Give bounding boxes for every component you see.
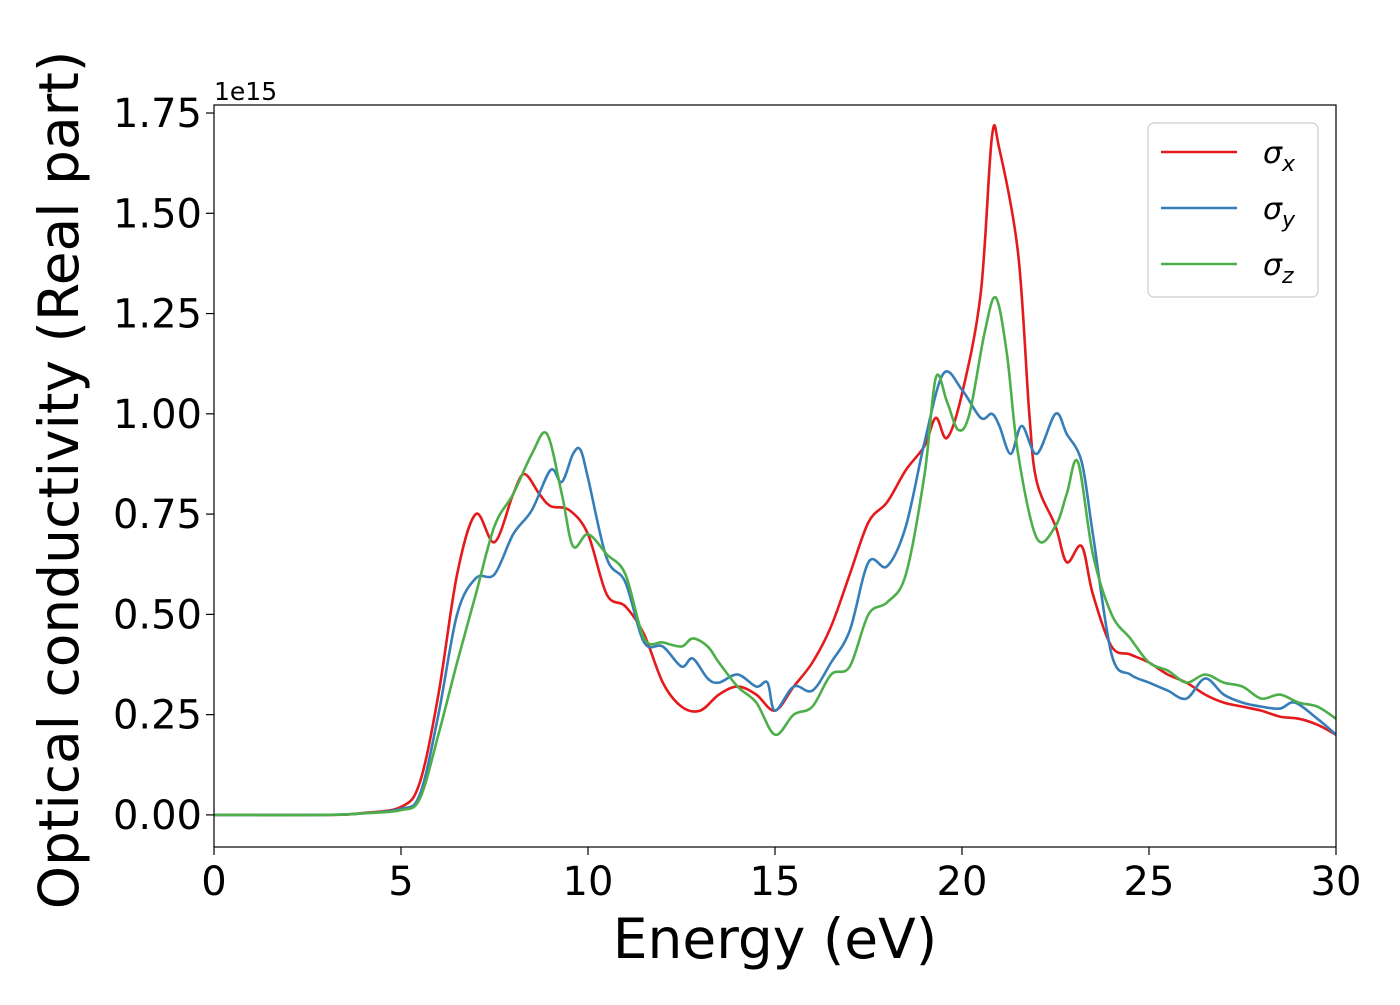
x-tick-label: 0 xyxy=(201,859,226,905)
y-tick-label: 1.75 xyxy=(113,91,202,137)
y-axis-title: Optical conductivity (Real part) xyxy=(27,51,91,910)
legend-box xyxy=(1147,122,1319,298)
x-tick-label: 20 xyxy=(937,859,988,905)
y-tick-label: 1.25 xyxy=(113,292,202,338)
x-tick-label: 30 xyxy=(1311,859,1362,905)
legend-label-sigma-x: σx xyxy=(1263,136,1296,177)
x-tick-label: 15 xyxy=(750,859,801,905)
series-line-sigma-z xyxy=(214,296,1336,817)
series-layer xyxy=(214,123,1336,817)
y-tick-label: 1.50 xyxy=(113,191,202,237)
y-tick-label: 0.50 xyxy=(113,592,202,638)
y-tick-label: 0.00 xyxy=(113,793,202,839)
legend-label-sigma-z: σz xyxy=(1263,248,1294,289)
x-axis: 0 5 10 15 20 25 30 xyxy=(201,847,1361,905)
y-tick-label: 0.25 xyxy=(113,693,202,739)
legend: σx σy σz xyxy=(1147,122,1319,298)
y-tick-label: 0.75 xyxy=(113,492,202,538)
y-offset-label: 1e15 xyxy=(214,77,277,106)
x-tick-label: 25 xyxy=(1124,859,1175,905)
x-tick-label: 5 xyxy=(388,859,413,905)
series-line-sigma-y xyxy=(214,370,1336,817)
x-axis-title: Energy (eV) xyxy=(613,907,937,971)
y-axis: 0.00 0.25 0.50 0.75 1.00 1.25 1.50 1.75 xyxy=(113,91,214,839)
legend-label-sigma-y: σy xyxy=(1263,192,1296,233)
y-tick-label: 1.00 xyxy=(113,392,202,438)
x-tick-label: 10 xyxy=(563,859,614,905)
